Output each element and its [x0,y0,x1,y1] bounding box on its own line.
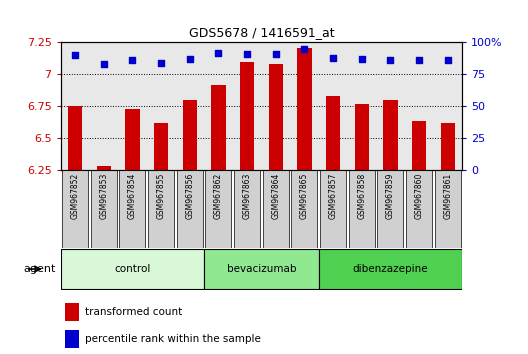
Text: GSM967858: GSM967858 [357,172,366,218]
FancyBboxPatch shape [61,249,204,290]
FancyBboxPatch shape [263,170,289,248]
Bar [440,123,455,170]
Bar [65,330,79,348]
FancyBboxPatch shape [320,170,346,248]
Point [157,60,165,66]
Text: bevacizumab: bevacizumab [227,264,296,274]
Text: transformed count: transformed count [85,307,182,317]
Point [386,57,394,63]
Text: GSM967863: GSM967863 [242,172,251,219]
Point [243,51,251,57]
FancyBboxPatch shape [62,170,88,248]
Text: GSM967861: GSM967861 [443,172,452,218]
FancyBboxPatch shape [378,170,403,248]
Point [415,57,423,63]
Point [71,52,79,58]
Point [329,55,337,61]
Text: control: control [114,264,150,274]
Text: GSM967852: GSM967852 [71,172,80,218]
Text: GSM967855: GSM967855 [156,172,166,219]
FancyBboxPatch shape [204,249,319,290]
Text: percentile rank within the sample: percentile rank within the sample [85,334,261,344]
Bar [383,100,398,170]
FancyBboxPatch shape [91,170,117,248]
Text: agent: agent [23,264,55,274]
Text: GSM967854: GSM967854 [128,172,137,219]
Text: GSM967865: GSM967865 [300,172,309,219]
FancyBboxPatch shape [291,170,317,248]
Point [185,56,194,62]
Point [357,56,366,62]
FancyBboxPatch shape [319,249,462,290]
Bar [326,96,340,170]
Bar [68,106,82,170]
Text: GSM967860: GSM967860 [414,172,423,219]
Bar [240,62,254,170]
Bar [297,47,312,170]
Text: GSM967859: GSM967859 [386,172,395,219]
Text: GDS5678 / 1416591_at: GDS5678 / 1416591_at [188,26,334,39]
Bar [354,104,369,170]
Point [214,50,223,56]
Bar [412,121,426,170]
Point [300,46,308,52]
Point [444,57,452,63]
Bar [183,100,197,170]
Text: GSM967862: GSM967862 [214,172,223,218]
Text: GSM967853: GSM967853 [99,172,108,219]
Text: GSM967857: GSM967857 [328,172,337,219]
Text: GSM967856: GSM967856 [185,172,194,219]
FancyBboxPatch shape [148,170,174,248]
FancyBboxPatch shape [234,170,260,248]
Bar [125,109,139,170]
FancyBboxPatch shape [177,170,203,248]
FancyBboxPatch shape [119,170,145,248]
FancyBboxPatch shape [435,170,460,248]
Bar [211,85,225,170]
Point [128,57,137,63]
FancyBboxPatch shape [205,170,231,248]
FancyBboxPatch shape [349,170,374,248]
Point [99,61,108,67]
Text: GSM967864: GSM967864 [271,172,280,219]
Bar [65,303,79,321]
Bar [97,166,111,170]
Bar [269,64,283,170]
Point [271,51,280,57]
Bar [154,123,168,170]
FancyBboxPatch shape [406,170,432,248]
Text: dibenzazepine: dibenzazepine [353,264,428,274]
